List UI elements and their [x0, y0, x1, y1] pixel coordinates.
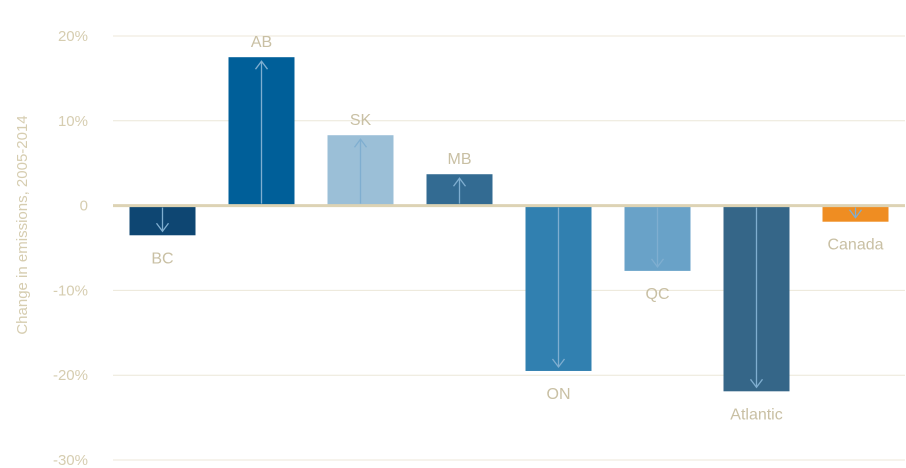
y-tick-label: -20%	[53, 367, 88, 384]
y-axis-ticks: 20% 10% 0 -10% -20% -30%	[53, 28, 88, 468]
y-tick-label: 10%	[58, 113, 88, 130]
y-tick-label: -10%	[53, 282, 88, 299]
bar-label-ab: AB	[251, 34, 272, 51]
bar-arrow-icon	[848, 207, 863, 219]
y-axis-title: Change in emissions, 2005-2014	[14, 115, 31, 334]
bar-label-on: ON	[547, 386, 571, 403]
bar-label-bc: BC	[151, 250, 173, 267]
bars: BC AB SK MB ON QC Atlantic Canada	[129, 34, 889, 423]
y-tick-label: 20%	[58, 28, 88, 45]
y-tick-label: -30%	[53, 452, 88, 468]
bar-arrow-icon	[254, 60, 269, 204]
bar-label-sk: SK	[350, 112, 372, 129]
bar-arrow-icon	[353, 138, 368, 204]
bar-label-qc: QC	[646, 286, 670, 303]
bar-arrow-icon	[749, 207, 764, 389]
bar-label-mb: MB	[448, 151, 472, 168]
bar-arrow-icon	[155, 207, 170, 233]
bar-arrow-icon	[452, 177, 467, 204]
y-tick-label: 0	[80, 198, 88, 215]
bar-arrow-icon	[650, 207, 665, 268]
bar-label-canada: Canada	[827, 237, 883, 254]
bar-label-atlantic: Atlantic	[730, 406, 782, 423]
bar-arrow-icon	[551, 207, 566, 369]
